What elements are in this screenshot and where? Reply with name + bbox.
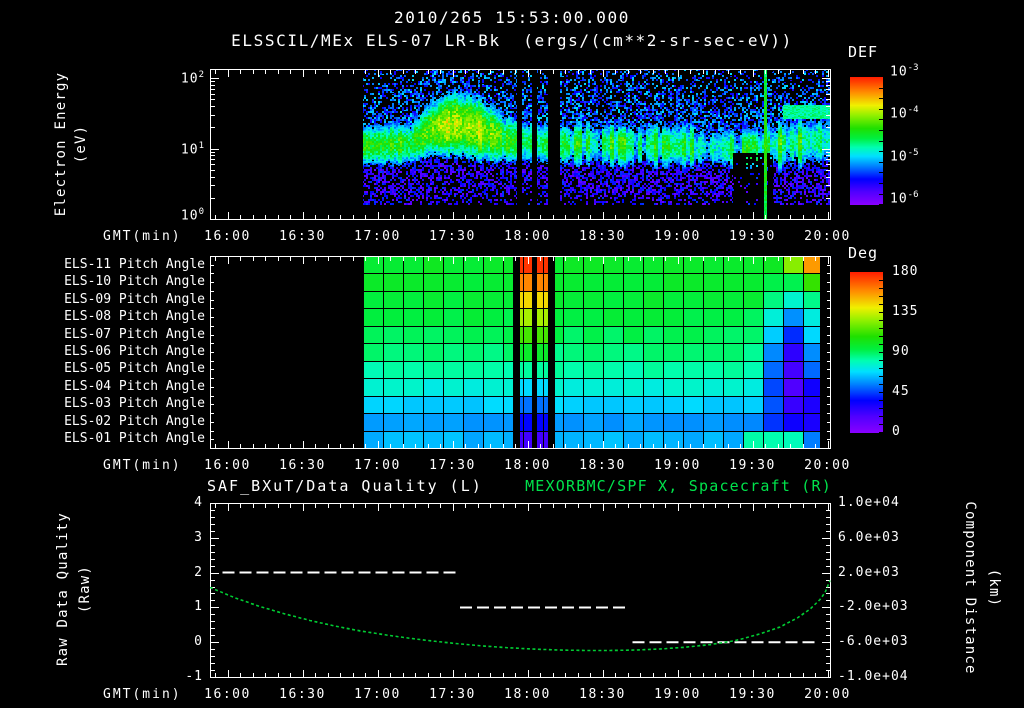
quality-axis-label: Raw Data Quality: [55, 511, 71, 667]
pitch-row-label: ELS-09 Pitch Angle: [64, 291, 205, 307]
pitch-row-label: ELS-02 Pitch Angle: [64, 413, 205, 429]
deg-colorbar-tick-label: 135: [892, 304, 919, 319]
deg-colorbar-title: Deg: [848, 244, 879, 262]
pitch-row-label: ELS-06 Pitch Angle: [64, 344, 205, 359]
def-colorbar-tick-label: 10-3: [890, 63, 919, 80]
x-tick-label: 18:00: [504, 687, 551, 702]
energy-tick-label: 102: [180, 70, 204, 87]
x-tick-label: 18:00: [504, 229, 551, 244]
energy-axis-label: Electron Energy: [53, 71, 69, 217]
bottom-left-title: SAF_BXuT/Data Quality (L): [207, 477, 483, 495]
time-tick-labels-middle: 16:00 16:30 17:00 17:30 18:00 18:30 19:00 19:30…: [0, 458, 1024, 474]
pitch-row-label: ELS-11 Pitch Angle: [64, 256, 205, 272]
x-tick-label: 17:30: [429, 687, 476, 702]
x-tick-label: 18:30: [579, 458, 626, 473]
x-tick-label: 17:00: [354, 229, 401, 244]
deg-colorbar: [850, 272, 883, 433]
distance-axis-unit-label: (km): [986, 568, 1002, 608]
x-tick-label: 17:30: [429, 229, 476, 244]
pitch-row-label: ELS-03 Pitch Angle: [64, 396, 205, 412]
def-colorbar: [850, 77, 883, 205]
x-tick-label: 19:00: [654, 229, 701, 244]
x-tick-label: 17:30: [429, 458, 476, 473]
pitch-row-label: ELS-05 Pitch Angle: [64, 361, 205, 377]
x-tick-label: 18:30: [579, 229, 626, 244]
energy-axis-unit-label: (eV): [73, 124, 89, 164]
quality-tick-label: 0: [194, 634, 203, 650]
x-tick-label: 17:00: [354, 687, 401, 702]
x-tick-label: 19:30: [729, 687, 776, 702]
pitch-row-label: ELS-01 Pitch Angle: [64, 431, 205, 447]
quality-axis-unit-label: (Raw): [77, 564, 93, 614]
energy-spectrogram-canvas: [210, 69, 831, 220]
x-tick-label: 16:00: [204, 229, 251, 244]
x-tick-label: 19:30: [729, 458, 776, 473]
quality-tick-label: 4: [194, 495, 203, 510]
quality-tick-label: 1: [194, 599, 203, 615]
deg-colorbar-tick-label: 45: [892, 384, 910, 399]
def-colorbar-tick-label: 10-4: [890, 105, 919, 122]
quality-tick-label: 3: [194, 529, 203, 545]
energy-tick-label: 100: [180, 207, 204, 224]
pitch-row-label: ELS-08 Pitch Angle: [64, 309, 205, 325]
x-tick-label: 16:30: [279, 458, 326, 473]
time-tick-labels-bottom: 16:00 16:30 17:00 17:30 18:00 18:30 19:00 19:30…: [0, 687, 1024, 703]
x-tick-label: 19:00: [654, 687, 701, 702]
x-tick-label: 16:00: [204, 458, 251, 473]
distance-tick-label: 2.0e+03: [838, 564, 900, 580]
energy-tick-label: 101: [180, 140, 204, 157]
x-tick-label: 16:00: [204, 687, 251, 702]
distance-tick-label: -2.0e+03: [838, 599, 909, 615]
gmt-axis-label-bottom: GMT(min): [103, 687, 182, 702]
timestamp-title: 2010/265 15:53:00.000: [394, 8, 630, 27]
gmt-axis-label-middle: GMT(min): [103, 458, 182, 473]
x-tick-label: 20:00: [804, 229, 851, 244]
deg-colorbar-tick-label: 180: [892, 264, 919, 279]
bottom-right-title: MEXORBMC/SPF X, Spacecraft (R): [525, 477, 832, 495]
distance-tick-label: 6.0e+03: [838, 529, 900, 545]
quality-tick-label: -1: [185, 669, 203, 684]
x-tick-label: 20:00: [804, 458, 851, 473]
x-tick-label: 17:00: [354, 458, 401, 473]
pitch-row-label: ELS-10 Pitch Angle: [64, 274, 205, 290]
distance-tick-label: -6.0e+03: [838, 634, 909, 650]
deg-colorbar-tick-label: 0: [892, 424, 901, 439]
x-tick-label: 19:00: [654, 458, 701, 473]
pitch-row-label: ELS-07 Pitch Angle: [64, 326, 205, 342]
x-tick-label: 16:30: [279, 687, 326, 702]
pitch-row-label: ELS-04 Pitch Angle: [64, 378, 205, 394]
distance-axis-label: Component Distance: [962, 501, 978, 675]
distance-tick-label: -1.0e+04: [838, 669, 909, 684]
x-tick-label: 20:00: [804, 687, 851, 702]
distance-tick-label: 1.0e+04: [838, 495, 900, 510]
def-colorbar-title: DEF: [848, 43, 879, 61]
x-tick-label: 16:30: [279, 229, 326, 244]
time-tick-labels-top: 16:00 16:30 17:00 17:30 18:00 18:30 19:00 19:30…: [0, 229, 1024, 245]
pitch-angle-canvas: [210, 256, 831, 449]
line-plot-canvas: [210, 503, 831, 678]
deg-colorbar-tick-label: 90: [892, 344, 910, 359]
x-tick-label: 18:30: [579, 687, 626, 702]
x-tick-label: 19:30: [729, 229, 776, 244]
instrument-title: ELSSCIL/MEx ELS-07 LR-Bk (ergs/(cm**2-sr…: [231, 31, 793, 50]
gmt-axis-label-top: GMT(min): [103, 229, 182, 244]
x-tick-label: 18:00: [504, 458, 551, 473]
def-colorbar-tick-label: 10-6: [890, 189, 919, 207]
def-colorbar-tick-label: 10-5: [890, 147, 919, 164]
quality-tick-label: 2: [194, 564, 203, 580]
